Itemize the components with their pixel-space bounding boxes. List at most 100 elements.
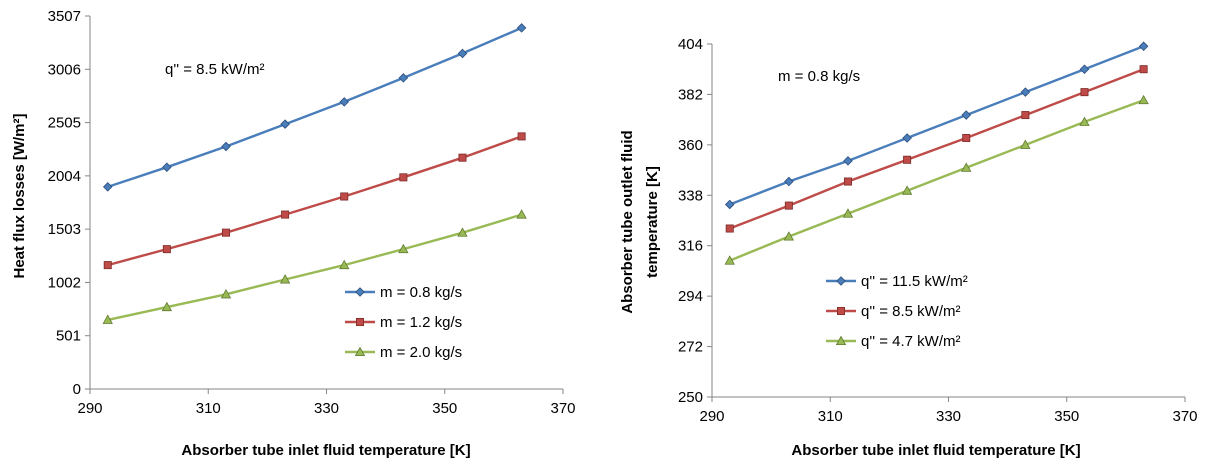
right-series-2-point [1139,65,1148,74]
left-y-tick-label: 2505 [48,115,81,132]
right-series-3-point [724,255,735,265]
right-series-1-line [729,45,1145,206]
left-series-3-point [102,314,113,324]
right-series-2-point [962,133,971,142]
right-y-tick-label: 250 [678,389,703,406]
right-series-3-line [729,99,1145,262]
right-series-3-point [842,208,854,218]
left-x-tick-label: 310 [196,400,221,417]
left-series-2-point [162,245,171,254]
right-y-tick-label: 338 [678,187,703,204]
right-series-2-point [784,201,793,210]
right-series-3-point [1138,94,1149,105]
left-series-3-point [398,243,409,254]
left-series-3-point [457,227,468,237]
left-y-tick-label: 501 [56,328,81,345]
left-y-tick-label: 3006 [48,61,81,78]
left-series-1-point [162,162,172,173]
right-y-tick-label: 294 [678,288,703,305]
left-plot-area: 0 501 1002 1503 2004 2505 3006 3507 290 310 330 350… [48,8,576,417]
left-annotation: q'' = 8.5 kW/m² [165,61,265,78]
right-plot-area: 250 272 294 316 338 360 382 404 290 310 330 350 370 [678,36,1198,425]
left-series-1-point [516,23,527,33]
left-x-tick-label: 330 [314,400,339,417]
left-legend-swatch-marker [355,287,365,297]
right-y-tick-label: 404 [678,36,703,53]
right-y-tick-label: 272 [678,339,703,356]
right-x-tick-label: 370 [1172,408,1197,425]
left-series-2-point [281,210,290,219]
left-series-2-point [458,153,467,162]
right-series-2-point [725,224,734,233]
chart-left: 0 501 1002 1503 2004 2505 3006 3507 290 310 330 350… [11,8,576,459]
right-series-2-point [1021,111,1030,120]
right-legend-label: q'' = 8.5 kW/m² [861,303,961,320]
right-x-tick-label: 310 [818,408,843,425]
left-series-3-point [339,259,350,270]
right-y-tick-label: 382 [678,86,703,103]
right-legend-swatch-marker [835,335,847,346]
right-legend-label: q'' = 11.5 kW/m² [861,273,968,290]
left-series-2-point [399,173,408,182]
left-x-tick-label: 350 [432,400,457,417]
right-legend: q'' = 11.5 kW/m² q'' = 8.5 kW/m² q'' = 4.7… [826,273,968,350]
left-y-axis-label: Heat flux losses [W/m²] [11,113,28,278]
right-series-2-point [903,155,912,164]
right-x-tick-label: 330 [936,408,961,425]
right-series-1-point [784,176,794,187]
left-series-2-point [103,261,112,270]
left-legend-swatch-marker [354,346,366,357]
right-series-3-point [1079,116,1090,126]
left-series-2-point [517,132,526,141]
right-series-2-line [729,68,1145,230]
left-y-tick-label: 2004 [48,168,81,185]
left-legend: m = 0.8 kg/s m = 1.2 kg/s m = 2.0 kg/s [345,284,462,361]
left-y-tick-label: 0 [73,381,81,398]
right-y-tick-label: 316 [678,238,703,255]
right-series-2-point [843,177,852,186]
left-series-3-point [279,274,291,284]
left-legend-label: m = 0.8 kg/s [380,284,462,301]
right-series-3-point [783,231,795,241]
left-x-tick-label: 370 [550,400,575,417]
right-annotation: m = 0.8 kg/s [778,68,860,85]
left-series-1-point [280,119,290,129]
right-series-1-point [1138,41,1149,52]
right-series-3-point [961,162,972,172]
left-legend-label: m = 2.0 kg/s [380,344,462,361]
right-x-tick-label: 290 [699,408,724,425]
right-series-1-point [1020,87,1031,97]
left-series-2-point [221,228,230,237]
left-series-3-point [516,209,527,219]
right-series-3-point [1020,139,1031,149]
right-x-tick-label: 350 [1054,408,1079,425]
right-series-1-point [843,156,853,166]
left-series-1-point [339,97,350,107]
right-x-axis-label: Absorber tube inlet fluid temperature [K… [791,442,1080,459]
left-series-1-point [102,182,113,192]
left-series-3-point [161,301,173,312]
right-y-axis-label-line1: Absorber tube outlet fluid [619,130,636,313]
right-series-1-point [1079,64,1090,74]
left-x-axis-label: Absorber tube inlet fluid temperature [K… [181,442,470,459]
right-series-2-point [1080,88,1089,97]
left-y-tick-label: 1002 [48,274,81,291]
left-y-tick-label: 1503 [48,221,81,238]
right-y-axis-label-line2: temperature [K] [644,166,661,278]
right-series-3-point [901,185,913,195]
left-series-1-point [221,141,231,152]
right-legend-label: q'' = 4.7 kW/m² [861,333,961,350]
left-legend-label: m = 1.2 kg/s [380,314,462,331]
left-series-1-point [457,48,468,59]
left-series-3-line [107,213,522,322]
left-x-tick-label: 290 [77,400,102,417]
left-series-2-point [340,192,349,201]
left-series-2-line [107,135,523,267]
left-series-1-point [398,73,409,83]
right-series-1-point [961,110,972,120]
right-y-tick-label: 360 [678,137,703,154]
right-legend-swatch-marker [837,306,846,315]
left-series-1-line [107,26,523,189]
